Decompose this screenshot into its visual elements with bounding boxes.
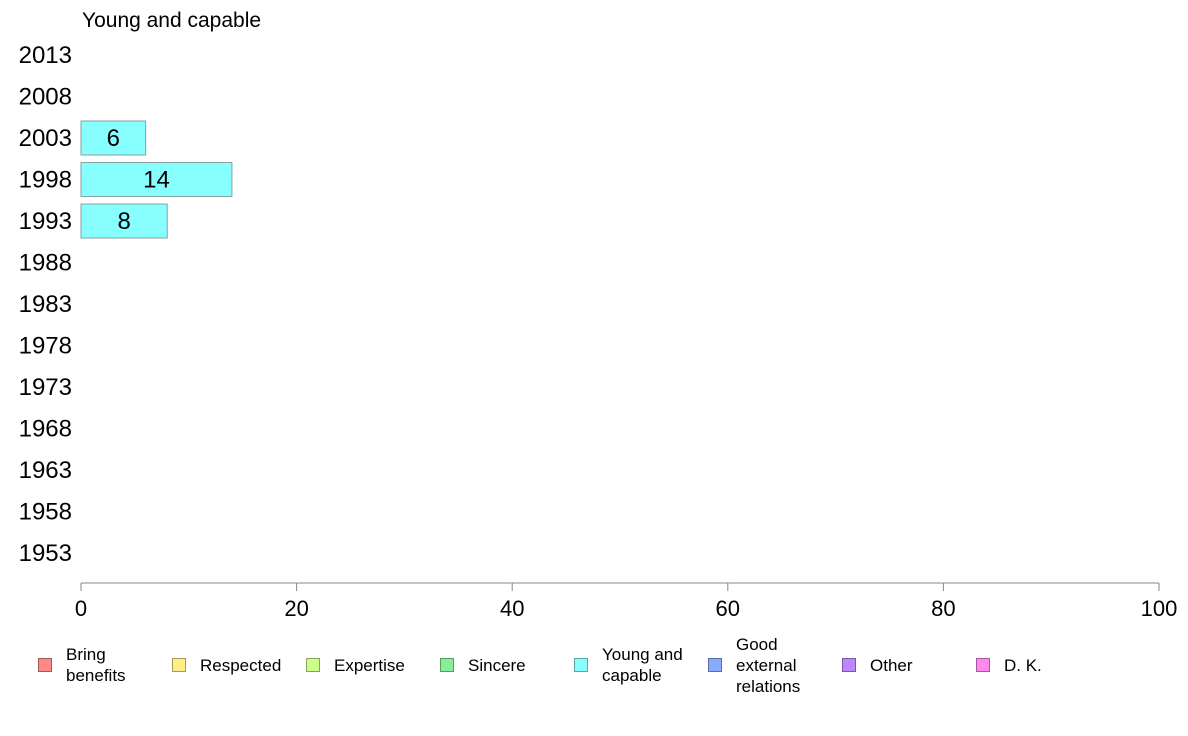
y-tick-label-2008: 2008: [19, 84, 72, 111]
legend-label: Sincere: [468, 655, 526, 675]
legend-item: Bring benefits: [38, 630, 126, 700]
y-tick-label-1993: 1993: [19, 208, 72, 235]
legend-label: Bring benefits: [66, 645, 126, 685]
legend-swatch: [38, 658, 52, 672]
bar-value-label-2003: 6: [107, 125, 120, 152]
bar-1998: [80, 162, 233, 197]
legend: Bring benefits Respected Expertise Sincere Y…: [0, 630, 1188, 710]
legend-item: Expertise: [306, 630, 405, 700]
y-tick-label-2013: 2013: [19, 42, 72, 69]
y-tick-label-1983: 1983: [19, 291, 72, 318]
legend-swatch: [172, 658, 186, 672]
x-tick-label: 60: [716, 596, 740, 621]
legend-item: Respected: [172, 630, 281, 700]
legend-swatch: [842, 658, 856, 672]
legend-label: D. K.: [1004, 655, 1042, 675]
legend-item: Good external relations: [708, 630, 800, 700]
x-axis: 0 20 40 60 80 100: [75, 582, 1178, 621]
bar-2003: [80, 120, 147, 156]
y-tick-label-1968: 1968: [19, 416, 72, 443]
legend-swatch: [976, 658, 990, 672]
legend-label: Respected: [200, 655, 282, 675]
x-tick-label: 20: [284, 596, 308, 621]
legend-label: Good external relations: [736, 634, 801, 696]
y-tick-label-1973: 1973: [19, 374, 72, 401]
legend-swatch: [306, 658, 320, 672]
legend-label: Other: [870, 655, 913, 675]
bar-value-label-1993: 8: [117, 208, 130, 235]
chart-title: Young and capable: [82, 9, 261, 32]
legend-item: Other: [842, 630, 913, 700]
x-tick-label: 100: [1141, 596, 1178, 621]
y-tick-label-1953: 1953: [19, 540, 72, 567]
legend-item: Young and capable: [574, 630, 683, 700]
legend-item: Sincere: [440, 630, 526, 700]
legend-item: D. K.: [976, 630, 1042, 700]
y-tick-label-1998: 1998: [19, 167, 72, 194]
bar-value-label-1998: 14: [143, 167, 170, 194]
y-tick-label-1963: 1963: [19, 457, 72, 484]
legend-label: Young and capable: [602, 645, 683, 685]
bar-1993: [80, 203, 168, 239]
legend-swatch: [574, 658, 588, 672]
bar-value-labels: 8 14 6: [107, 125, 170, 235]
bars: [80, 120, 233, 239]
y-tick-label-1988: 1988: [19, 250, 72, 277]
legend-swatch: [440, 658, 454, 672]
x-tick-label: 40: [500, 596, 524, 621]
y-tick-label-1958: 1958: [19, 499, 72, 526]
legend-swatch: [708, 658, 722, 672]
x-tick-label: 80: [931, 596, 955, 621]
y-tick-label-1978: 1978: [19, 333, 72, 360]
x-tick-label: 0: [75, 596, 87, 621]
y-axis-labels: 1953 1958 1963 1968 1973 1978 1983 1988 1993 1998…: [19, 42, 72, 567]
bar-chart: Young and capable 1953195819631968197319…: [19, 9, 1178, 621]
legend-label: Expertise: [334, 655, 405, 675]
y-tick-label-2003: 2003: [19, 125, 72, 152]
